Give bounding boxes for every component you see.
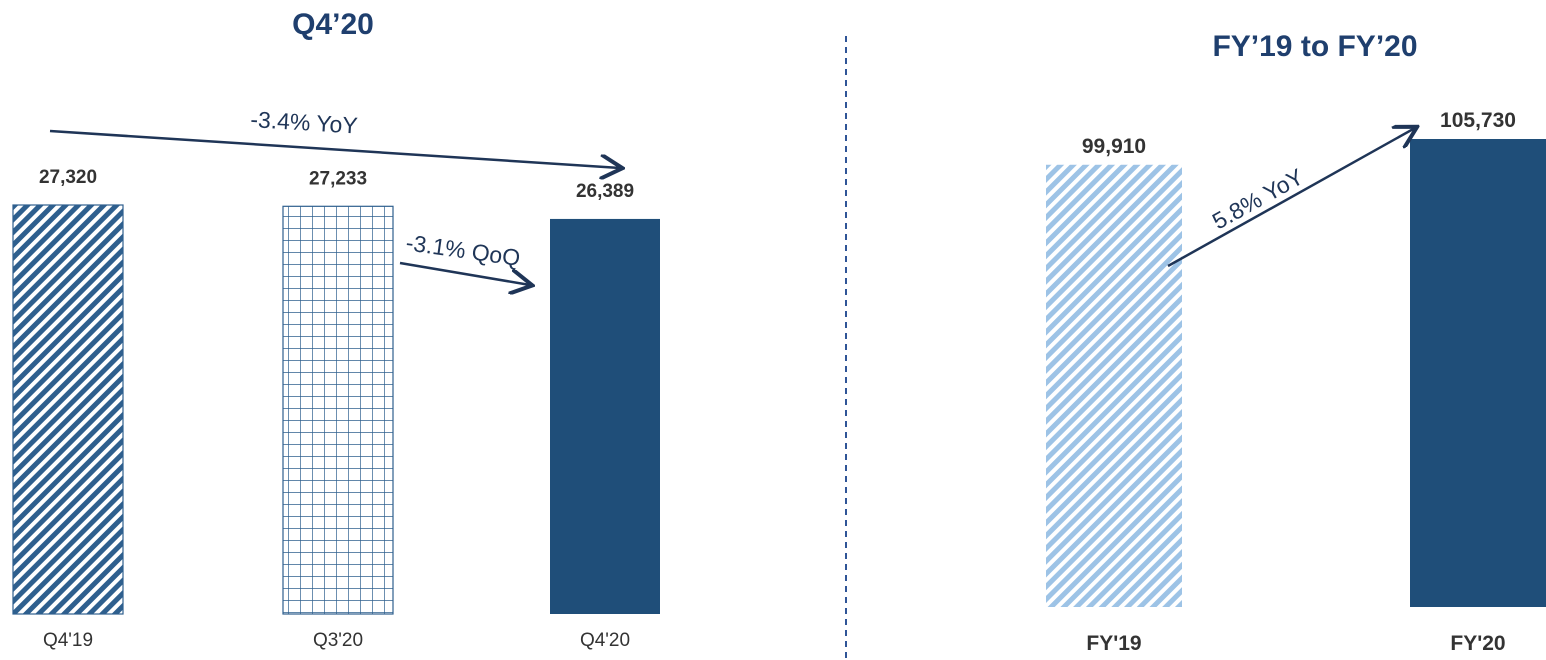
bar-q420 bbox=[550, 218, 660, 614]
quarterly-chart-panel: Q4’20 27,320Q4'1927,233Q3'2026,389Q4'20 … bbox=[12, 8, 660, 651]
quarterly-chart-title: Q4’20 bbox=[292, 8, 374, 41]
qoq-arrow bbox=[399, 261, 530, 285]
value-label: 27,233 bbox=[309, 168, 367, 189]
yoy-annotation: -3.4% YoY bbox=[250, 106, 359, 139]
category-label: Q4'20 bbox=[580, 630, 630, 651]
annual-yoy-arrow bbox=[1167, 128, 1415, 268]
category-label: FY'19 bbox=[1086, 632, 1141, 655]
yoy-arrow bbox=[49, 129, 620, 168]
bar-q320 bbox=[282, 205, 394, 615]
bar-q419 bbox=[12, 204, 124, 615]
qoq-annotation: -3.1% QoQ bbox=[404, 229, 522, 271]
annual-yoy-annotation: 5.8% YoY bbox=[1208, 163, 1308, 234]
bar-fy20 bbox=[1410, 139, 1546, 607]
value-label: 105,730 bbox=[1440, 109, 1516, 132]
category-label: Q4'19 bbox=[43, 630, 93, 651]
value-label: 27,320 bbox=[39, 167, 97, 188]
bar-fy19 bbox=[1046, 164, 1182, 607]
value-label: 99,910 bbox=[1082, 135, 1146, 158]
value-label: 26,389 bbox=[576, 181, 634, 202]
category-label: FY'20 bbox=[1450, 632, 1505, 655]
annual-chart-title: FY’19 to FY’20 bbox=[1212, 30, 1417, 63]
category-label: Q3'20 bbox=[313, 630, 363, 651]
annual-chart-panel: FY’19 to FY’20 99,910 FY'19 105,730 FY'20 5… bbox=[1046, 30, 1546, 655]
